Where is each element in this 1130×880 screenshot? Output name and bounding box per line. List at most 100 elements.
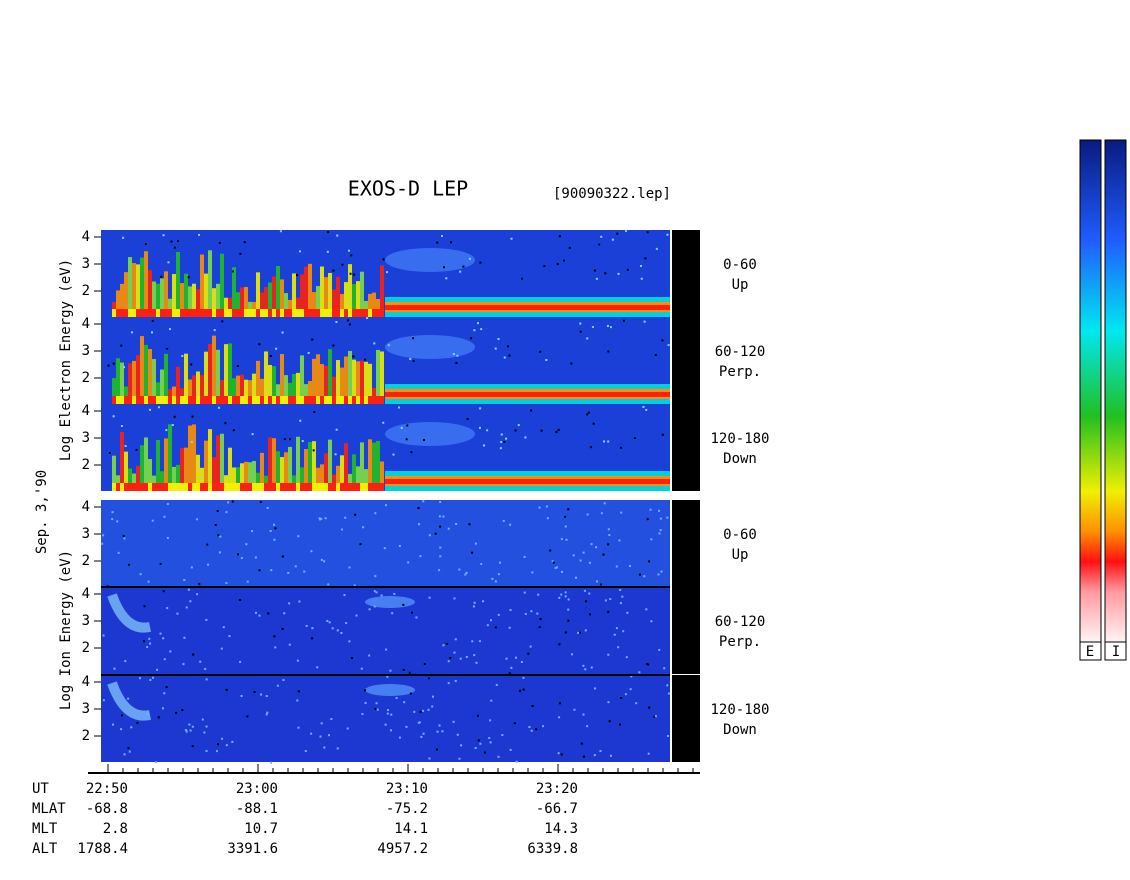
noise <box>120 344 123 347</box>
colorbar-label-box <box>1079 641 1102 661</box>
spectrum-column <box>300 483 304 491</box>
noise <box>310 550 313 553</box>
noise <box>332 269 335 272</box>
spectrum-column <box>124 396 128 404</box>
spectrum-column <box>184 309 188 317</box>
noise <box>436 748 439 751</box>
noise <box>266 506 269 509</box>
spectrum-column <box>260 452 264 491</box>
spectrum-column <box>368 309 372 317</box>
noise <box>281 555 284 558</box>
pitch-direction: Down <box>723 722 757 738</box>
noise <box>477 739 480 742</box>
spectrum-column <box>152 483 156 491</box>
noise <box>157 716 160 719</box>
noise <box>598 243 601 246</box>
noise <box>214 523 217 526</box>
spectrum-column <box>360 360 364 404</box>
spectrum-column <box>248 380 252 404</box>
noise <box>604 599 607 602</box>
noise <box>390 713 393 716</box>
noise <box>476 714 479 717</box>
spectrum-column <box>360 271 364 317</box>
noise <box>514 656 517 659</box>
spectrum-column <box>112 378 116 404</box>
spectrum-column <box>280 354 284 404</box>
spectrum-column <box>376 483 380 491</box>
noise <box>531 705 534 708</box>
noise <box>584 600 587 603</box>
noise <box>359 543 362 546</box>
noise <box>640 264 643 267</box>
noise <box>654 353 657 356</box>
noise <box>480 562 483 565</box>
noise <box>551 560 554 563</box>
noise <box>540 429 543 432</box>
noise <box>427 708 430 711</box>
noise <box>603 502 606 505</box>
noise <box>583 589 586 592</box>
noise <box>187 588 190 591</box>
noise <box>323 746 326 749</box>
spectrum-column <box>280 483 284 491</box>
noise <box>346 727 349 730</box>
noise <box>620 511 623 514</box>
noise <box>582 551 585 554</box>
spectrum-column <box>248 396 252 404</box>
noise <box>245 543 248 546</box>
spectrum-column <box>148 483 152 491</box>
spectrum-column <box>200 396 204 404</box>
noise <box>600 512 603 515</box>
spectrum-column <box>180 309 184 317</box>
spectrum-column <box>312 441 316 491</box>
noise <box>123 366 126 369</box>
spectrum-column <box>240 287 244 317</box>
spectrum-column <box>348 350 352 404</box>
spectrum-column <box>376 396 380 404</box>
noise <box>489 719 492 722</box>
spectrum-column <box>348 309 352 317</box>
noise <box>556 566 559 569</box>
spectrum-column <box>140 396 144 404</box>
spectrum-column <box>268 483 272 491</box>
noise <box>364 701 367 704</box>
noise <box>502 519 505 522</box>
noise <box>225 582 228 585</box>
noise <box>130 331 133 334</box>
spectrum-column <box>260 309 264 317</box>
spectrum-column <box>264 396 268 404</box>
spectrum-column <box>236 467 240 491</box>
spectrum-column <box>364 483 368 491</box>
noise <box>624 693 627 696</box>
spectrum-patch <box>385 335 475 359</box>
spectrum-column <box>164 309 168 317</box>
ion-axis-label: Log Ion Energy (eV) <box>58 550 74 710</box>
noise <box>409 692 412 695</box>
noise <box>122 535 125 538</box>
spectrum-column <box>180 483 184 491</box>
spectrum-column <box>176 366 180 404</box>
spectrum-column <box>368 293 372 317</box>
noise <box>251 433 254 436</box>
spectrum-column <box>188 379 192 404</box>
spectrum-column <box>344 356 348 404</box>
noise <box>120 714 123 717</box>
noise <box>275 347 278 350</box>
spectrum-column <box>128 363 132 404</box>
spectrum-column <box>296 297 300 317</box>
spectrum-column <box>248 309 252 317</box>
noise <box>410 451 413 454</box>
noise <box>368 608 371 611</box>
noise <box>288 643 291 646</box>
spectrum-column <box>376 349 380 404</box>
noise <box>380 594 383 597</box>
noise <box>192 653 195 656</box>
spectrum-column <box>244 483 248 491</box>
spectrum-column <box>188 483 192 491</box>
noise <box>486 429 489 432</box>
noise <box>621 595 624 598</box>
spectrum-column <box>284 375 288 404</box>
spectrum-column <box>124 386 128 404</box>
spectrum-column <box>224 483 228 491</box>
spectrogram <box>101 230 700 764</box>
